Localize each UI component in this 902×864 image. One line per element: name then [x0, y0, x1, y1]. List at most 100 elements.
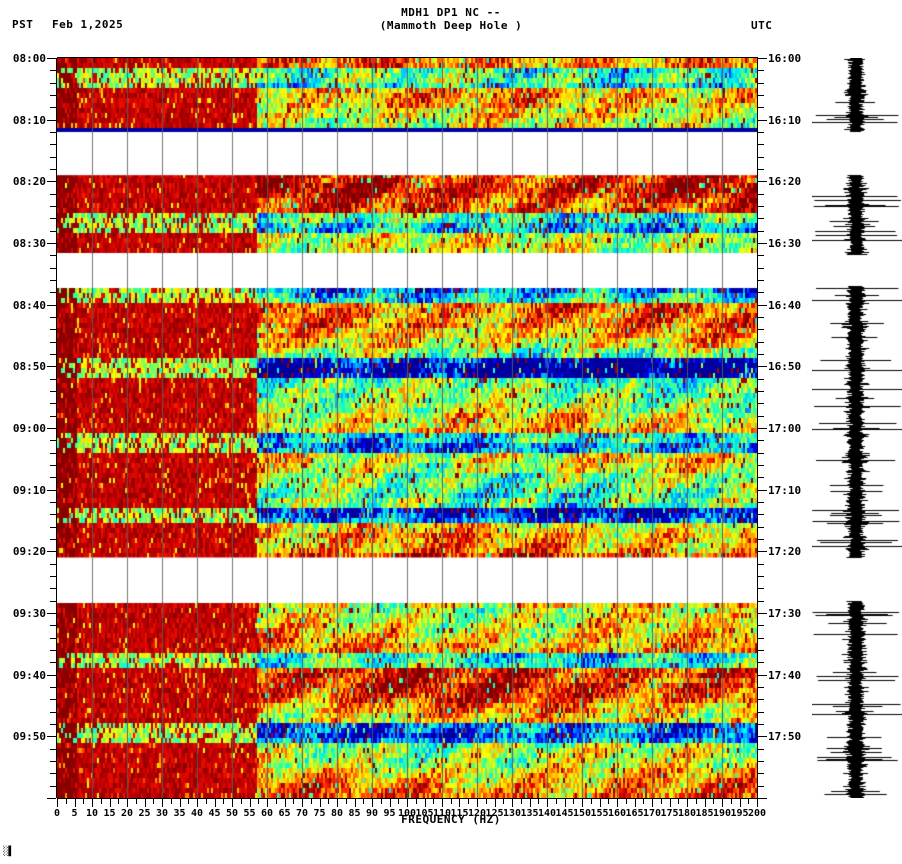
- pst-time-label: 09:00: [12, 422, 46, 435]
- frequency-major-tick: [110, 799, 111, 807]
- frequency-minor-tick: [276, 799, 277, 804]
- pst-major-tick: [47, 243, 56, 244]
- frequency-tick-label: 150: [572, 808, 592, 819]
- frequency-major-tick: [372, 799, 373, 807]
- frequency-major-tick: [459, 799, 460, 807]
- utc-minor-tick: [758, 625, 764, 626]
- seismogram-trace-canvas[interactable]: [812, 58, 902, 798]
- frequency-tick-label: 60: [260, 808, 274, 819]
- utc-time-axis-line: [757, 58, 758, 798]
- utc-minor-tick: [758, 564, 764, 565]
- pst-minor-tick: [50, 292, 56, 293]
- pst-minor-tick: [50, 255, 56, 256]
- frequency-major-tick: [600, 799, 601, 807]
- pst-minor-tick: [50, 194, 56, 195]
- utc-minor-tick: [758, 379, 764, 380]
- spectrogram-canvas[interactable]: [57, 58, 757, 798]
- utc-major-tick: [758, 58, 767, 59]
- spectrogram-plot[interactable]: [57, 58, 757, 798]
- pst-minor-tick: [50, 724, 56, 725]
- utc-major-tick: [758, 120, 767, 121]
- pst-time-label: 08:00: [12, 52, 46, 65]
- frequency-tick-label: 195: [730, 808, 749, 819]
- frequency-tick-label: 125: [485, 808, 504, 819]
- utc-minor-tick: [758, 157, 764, 158]
- frequency-major-tick: [302, 799, 303, 807]
- utc-minor-tick: [758, 786, 764, 787]
- frequency-minor-tick: [381, 799, 382, 804]
- utc-time-label: 16:20: [768, 175, 802, 189]
- pst-minor-tick: [50, 231, 56, 232]
- corner-artifact-mark: ░▌: [3, 847, 14, 857]
- pst-minor-tick: [50, 477, 56, 478]
- pst-time-label: 09:50: [12, 730, 46, 744]
- utc-minor-tick: [758, 662, 764, 663]
- pst-minor-tick: [50, 317, 56, 318]
- frequency-minor-tick: [433, 799, 434, 804]
- frequency-tick-label: 65: [278, 808, 291, 819]
- pst-time-label: 09:10: [12, 483, 46, 497]
- frequency-tick-label: 135: [520, 808, 539, 819]
- frequency-major-tick: [57, 799, 58, 807]
- frequency-major-tick: [92, 799, 93, 807]
- frequency-tick-label: 35: [173, 808, 186, 819]
- utc-minor-tick: [758, 280, 764, 281]
- frequency-major-tick: [250, 799, 251, 807]
- frequency-major-tick: [425, 799, 426, 807]
- frequency-minor-tick: [573, 799, 574, 804]
- utc-minor-tick: [758, 749, 764, 750]
- pst-minor-tick: [50, 342, 56, 343]
- frequency-tick-label: 120: [467, 808, 487, 819]
- frequency-major-tick: [740, 799, 741, 807]
- frequency-major-tick: [565, 799, 566, 807]
- utc-minor-tick: [758, 687, 764, 688]
- frequency-minor-tick: [643, 799, 644, 804]
- frequency-minor-tick: [521, 799, 522, 804]
- utc-major-tick: [758, 490, 767, 491]
- frequency-tick-label: 85: [348, 808, 361, 819]
- utc-time-label: 16:00: [768, 52, 802, 65]
- frequency-minor-tick: [101, 799, 102, 804]
- frequency-major-tick: [355, 799, 356, 807]
- frequency-tick-label: 140: [537, 808, 557, 819]
- utc-minor-tick: [758, 416, 764, 417]
- utc-minor-tick: [758, 194, 764, 195]
- pst-minor-tick: [50, 527, 56, 528]
- pst-minor-tick: [50, 403, 56, 404]
- pst-minor-tick: [50, 650, 56, 651]
- pst-minor-tick: [50, 206, 56, 207]
- frequency-major-tick: [442, 799, 443, 807]
- pst-major-tick: [47, 120, 56, 121]
- pst-minor-tick: [50, 416, 56, 417]
- frequency-minor-tick: [83, 799, 84, 804]
- frequency-minor-tick: [258, 799, 259, 804]
- frequency-major-tick: [512, 799, 513, 807]
- pst-minor-tick: [50, 144, 56, 145]
- pst-time-label: 08:20: [12, 175, 46, 189]
- frequency-major-tick: [635, 799, 636, 807]
- utc-time-label: 17:50: [768, 730, 802, 744]
- frequency-major-tick: [530, 799, 531, 807]
- utc-time-label: 17:40: [768, 668, 802, 682]
- pst-minor-tick: [50, 761, 56, 762]
- pst-minor-tick: [50, 687, 56, 688]
- frequency-tick-label: 90: [365, 808, 379, 819]
- frequency-tick-label: 115: [450, 808, 469, 819]
- frequency-minor-tick: [398, 799, 399, 804]
- utc-minor-tick: [758, 724, 764, 725]
- frequency-minor-tick: [748, 799, 749, 804]
- frequency-tick-label: 100: [397, 808, 417, 819]
- frequency-tick-label: 200: [747, 808, 767, 819]
- utc-time-label: 16:50: [768, 360, 802, 374]
- frequency-minor-tick: [451, 799, 452, 804]
- utc-minor-tick: [758, 650, 764, 651]
- utc-minor-tick: [758, 514, 764, 515]
- frequency-minor-tick: [293, 799, 294, 804]
- frequency-tick-label: 80: [330, 808, 344, 819]
- pst-minor-tick: [50, 132, 56, 133]
- frequency-minor-tick: [171, 799, 172, 804]
- frequency-minor-tick: [223, 799, 224, 804]
- seismogram-trace-panel[interactable]: [812, 58, 902, 798]
- frequency-major-tick: [215, 799, 216, 807]
- utc-minor-tick: [758, 588, 764, 589]
